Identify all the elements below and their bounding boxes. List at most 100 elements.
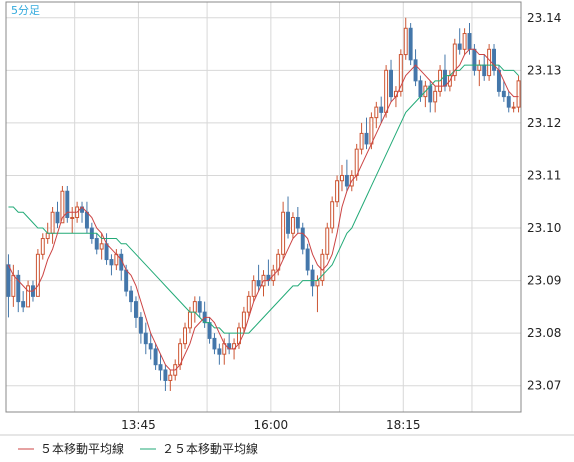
candle-up <box>26 280 31 308</box>
candle-down <box>364 117 369 150</box>
candle-body <box>418 80 423 98</box>
candle-down <box>16 270 21 313</box>
candle-down <box>65 185 70 223</box>
candle-down <box>134 296 138 328</box>
candle-body <box>354 148 359 176</box>
candle-down <box>153 343 158 370</box>
candle-down <box>129 285 134 313</box>
candle-body <box>241 311 246 329</box>
candle-body <box>428 85 433 103</box>
candle-body <box>344 174 349 187</box>
y-tick-label: 23.09 <box>527 274 561 288</box>
candle-body <box>50 211 55 234</box>
candle-body <box>295 217 300 229</box>
candle-body <box>408 27 413 61</box>
y-tick-label: 23.10 <box>527 221 561 235</box>
candle-down <box>55 201 60 229</box>
candle-body <box>168 374 173 381</box>
candle-body <box>143 332 148 345</box>
candle-up <box>452 38 457 81</box>
candle-body <box>506 96 511 108</box>
x-tick-label: 18:15 <box>386 418 421 432</box>
candle-down <box>94 233 99 255</box>
candle-up <box>99 233 104 260</box>
candle-body <box>109 259 114 266</box>
candle-down <box>492 44 496 76</box>
candle-down <box>158 354 163 381</box>
candle-down <box>506 91 511 113</box>
x-tick-label: 16:00 <box>254 418 289 432</box>
candle-body <box>467 33 472 50</box>
candle-body <box>325 227 330 255</box>
y-tick-label: 23.08 <box>527 326 561 340</box>
candle-body <box>281 211 286 255</box>
ma5-line <box>7 48 519 371</box>
candle-body <box>462 33 467 50</box>
candle-body <box>65 190 70 219</box>
candle-up <box>281 201 286 260</box>
candle-down <box>408 23 413 66</box>
candle-body <box>11 274 16 297</box>
candle-down <box>300 222 305 255</box>
candle-body <box>124 269 129 292</box>
y-tick-label: 23.07 <box>527 379 561 393</box>
candle-body <box>212 337 217 350</box>
candle-up <box>516 75 521 113</box>
candle-up <box>35 249 40 297</box>
candle-body <box>158 364 163 371</box>
candle-up <box>340 164 344 192</box>
candle-body <box>21 301 26 308</box>
candle-down <box>305 243 310 276</box>
y-tick-label: 23.11 <box>527 168 561 182</box>
candle-up <box>433 86 438 113</box>
candle-up <box>359 122 364 155</box>
candle-body <box>251 280 256 297</box>
candle-body <box>482 64 487 77</box>
period-label: 5分足 <box>11 4 40 17</box>
y-tick-label: 23.14 <box>527 11 561 25</box>
candle-body <box>163 369 168 381</box>
candle-body <box>45 232 50 240</box>
candle-body <box>217 348 222 355</box>
candle-up <box>168 369 173 391</box>
candle-body <box>384 69 389 113</box>
candle-down <box>109 254 114 276</box>
candle-body <box>40 238 45 255</box>
candle-up <box>251 275 256 302</box>
candle-up <box>374 101 379 129</box>
candle-body <box>340 174 344 182</box>
candle-down <box>138 312 143 344</box>
candle-body <box>310 269 315 287</box>
candle-up <box>398 49 403 97</box>
candle-down <box>163 364 168 391</box>
candle-body <box>379 106 384 113</box>
candle-body <box>413 59 418 82</box>
candle-body <box>315 280 320 287</box>
candle-body <box>492 48 496 71</box>
candle-body <box>433 90 438 103</box>
candle-body <box>26 285 31 308</box>
candle-down <box>197 296 202 318</box>
candle-body <box>477 64 482 71</box>
legend-label: ２５本移動平均線 <box>162 441 258 456</box>
candle-up <box>325 222 330 260</box>
candle-body <box>256 280 261 287</box>
candle-body <box>516 80 521 108</box>
candle-body <box>335 180 340 203</box>
candle-down <box>457 28 462 55</box>
candle-body <box>511 106 516 109</box>
candle-body <box>369 117 374 145</box>
candle-up <box>511 101 516 113</box>
candle-body <box>457 43 462 50</box>
candle-body <box>364 132 369 145</box>
candle-body <box>403 27 408 56</box>
candle-body <box>16 274 21 303</box>
candle-down <box>286 196 290 239</box>
ma25-line <box>8 64 519 334</box>
candle-up <box>335 175 340 207</box>
candle-body <box>320 253 325 282</box>
legend-label: ５本移動平均線 <box>40 441 124 456</box>
candle-down <box>501 80 506 102</box>
candle-body <box>104 243 109 261</box>
